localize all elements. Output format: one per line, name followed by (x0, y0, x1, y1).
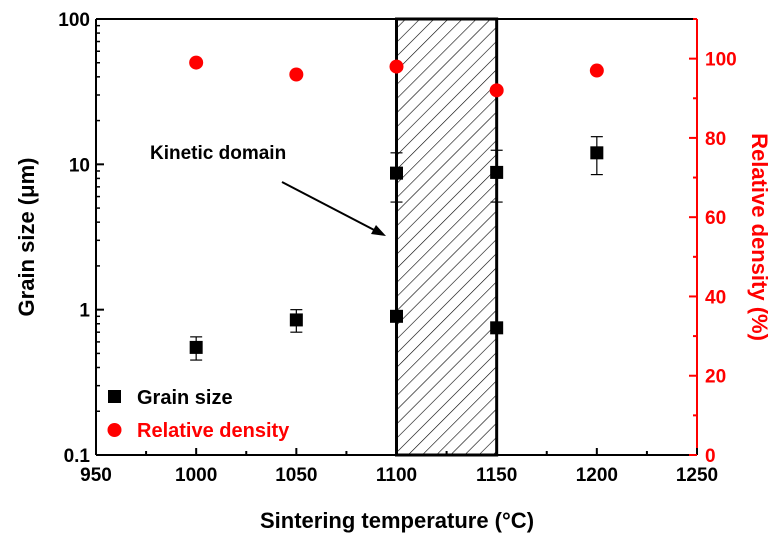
relative-density-point (289, 67, 304, 82)
grain-size-point (590, 146, 604, 160)
left-y-tick-label: 10 (69, 155, 90, 176)
x-tick-label: 1000 (175, 465, 217, 486)
grain-size-point (390, 166, 403, 180)
relative-density-point (489, 83, 504, 98)
legend-marker-grain-size (108, 390, 121, 403)
left-y-tick-label: 1 (79, 301, 90, 322)
grain-size-point (490, 321, 504, 335)
left-y-axis-title: Grain size (μm) (14, 158, 39, 317)
legend-label-grain-size: Grain size (137, 387, 233, 409)
right-y-tick-label: 80 (705, 129, 726, 150)
grain-size-point (189, 340, 203, 354)
legend-label-relative-density: Relative density (137, 420, 290, 442)
legend-marker-relative-density (107, 423, 122, 437)
x-tick-label: 950 (80, 465, 112, 486)
right-y-tick-label: 60 (705, 208, 726, 229)
relative-density-point (189, 55, 204, 70)
x-axis-title: Sintering temperature (°C) (260, 508, 534, 533)
relative-density-point (389, 59, 404, 74)
grain-size-point (289, 313, 303, 327)
x-tick-label: 1050 (275, 465, 317, 486)
x-tick-label: 1250 (676, 465, 718, 486)
grain-size-point (390, 309, 403, 323)
left-y-tick-label: 0.1 (64, 446, 91, 467)
annotation-arrow-head (371, 225, 386, 236)
right-y-tick-label: 0 (705, 446, 716, 467)
relative-density-point (589, 63, 604, 78)
right-y-tick-label: 20 (705, 367, 726, 388)
x-tick-label: 1200 (576, 465, 618, 486)
right-y-tick-label: 100 (705, 50, 737, 71)
annotation-arrow-line (281, 181, 379, 233)
kinetic-domain-label: Kinetic domain (150, 143, 286, 164)
left-y-tick-label: 100 (58, 10, 90, 31)
x-tick-label: 1150 (476, 465, 517, 486)
right-y-axis-title: Relative density (%) (747, 133, 772, 341)
kinetic-domain-region (395, 17, 499, 457)
right-y-tick-label: 40 (705, 287, 726, 308)
x-tick-label: 1100 (376, 465, 417, 486)
grain-size-point (490, 165, 504, 179)
